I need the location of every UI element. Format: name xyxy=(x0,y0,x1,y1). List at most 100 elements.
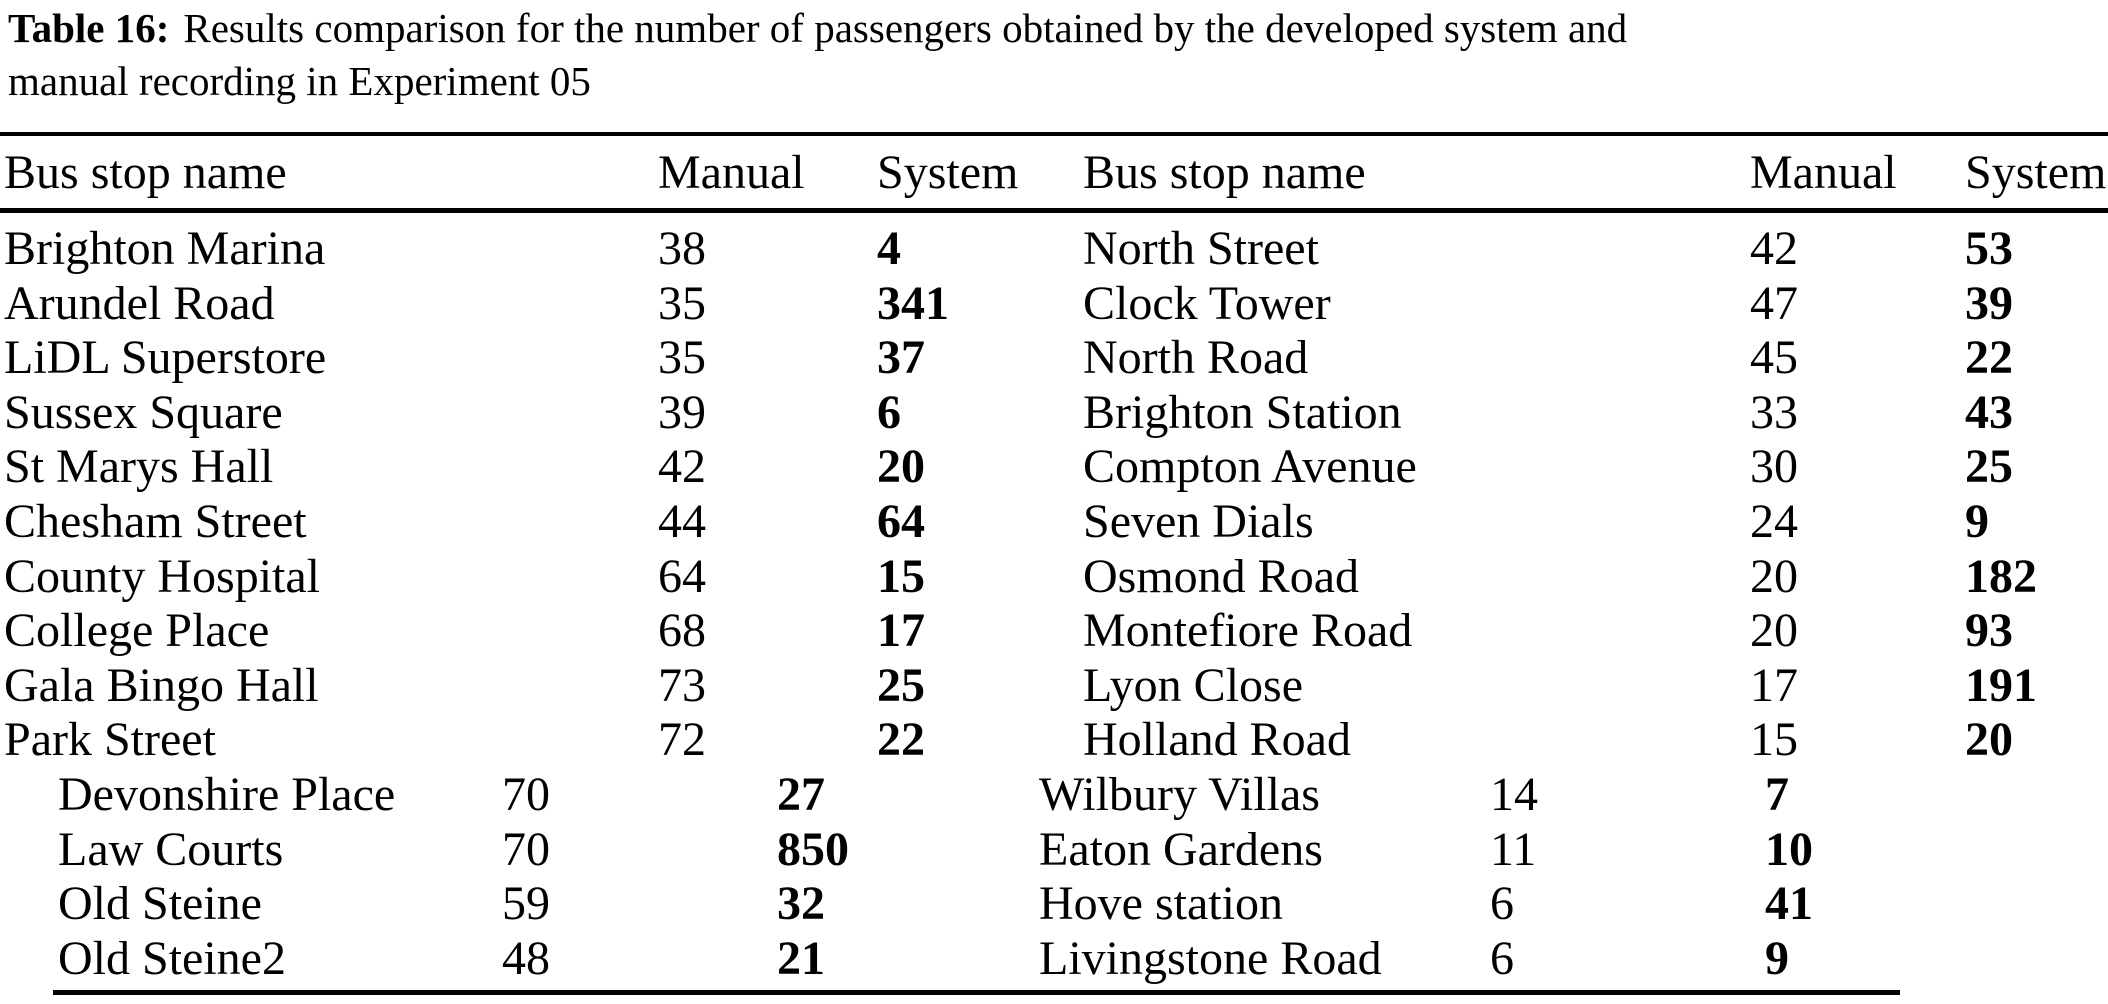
caption-line-2: manual recording in Experiment 05 xyxy=(8,58,591,104)
manual-value: 6 xyxy=(1490,931,1514,985)
header-bus-stop-name-right: Bus stop name xyxy=(1083,146,1366,199)
manual-value: 30 xyxy=(1750,440,1798,494)
table-row: Devonshire Place 70 27 Wilbury Villas 14… xyxy=(0,768,2108,823)
system-value: 27 xyxy=(777,767,825,821)
bus-stop-name: Holland Road xyxy=(1083,713,1351,767)
bus-stop-name: Clock Tower xyxy=(1083,276,1331,330)
manual-value: 59 xyxy=(502,877,550,931)
system-value: 43 xyxy=(1965,385,2013,439)
bus-stop-name: Hove station xyxy=(1039,877,1283,931)
manual-value: 48 xyxy=(502,931,550,985)
system-value: 32 xyxy=(777,877,825,931)
manual-value: 44 xyxy=(658,494,706,548)
bus-stop-name: Osmond Road xyxy=(1083,549,1359,603)
system-value: 53 xyxy=(1965,222,2013,275)
table-header-rule xyxy=(0,208,2108,213)
manual-value: 20 xyxy=(1750,549,1798,603)
manual-value: 17 xyxy=(1750,658,1798,712)
caption-text: Results comparison for the number of pas… xyxy=(183,5,1628,51)
system-value: 341 xyxy=(877,276,949,330)
table-row: Law Courts 70 850 Eaton Gardens 11 10 xyxy=(0,823,2108,878)
manual-value: 20 xyxy=(1750,604,1798,658)
system-value: 37 xyxy=(877,331,925,385)
system-value: 25 xyxy=(1965,440,2013,494)
bus-stop-name: Gala Bingo Hall xyxy=(4,658,319,712)
caption-label: Table 16: xyxy=(8,5,170,51)
manual-value: 14 xyxy=(1490,767,1538,821)
bus-stop-name: Brighton Station xyxy=(1083,385,1402,439)
system-value: 20 xyxy=(1965,713,2013,767)
system-value: 6 xyxy=(877,385,901,439)
bus-stop-name: St Marys Hall xyxy=(4,440,274,494)
table-row: Sussex Square 39 6 Brighton Station 33 4… xyxy=(0,386,2108,441)
manual-value: 70 xyxy=(502,767,550,821)
system-value: 93 xyxy=(1965,604,2013,658)
manual-value: 11 xyxy=(1490,822,1537,876)
header-bus-stop-name-left: Bus stop name xyxy=(4,146,287,199)
header-system-right: System xyxy=(1965,146,2107,199)
table-row: Gala Bingo Hall 73 25 Lyon Close 17 191 xyxy=(0,659,2108,714)
system-value: 41 xyxy=(1765,877,1813,931)
system-value: 25 xyxy=(877,658,925,712)
bus-stop-name: Park Street xyxy=(4,713,216,767)
bus-stop-name: Seven Dials xyxy=(1083,494,1314,548)
bus-stop-name: Sussex Square xyxy=(4,385,283,439)
table-row: Arundel Road 35 341 Clock Tower 47 39 xyxy=(0,277,2108,332)
system-value: 17 xyxy=(877,604,925,658)
manual-value: 35 xyxy=(658,331,706,385)
manual-value: 42 xyxy=(1750,222,1798,275)
bus-stop-name: North Street xyxy=(1083,222,1319,275)
manual-value: 64 xyxy=(658,549,706,603)
table-row: County Hospital 64 15 Osmond Road 20 182 xyxy=(0,550,2108,605)
table-row: Old Steine2 48 21 Livingstone Road 6 9 xyxy=(0,932,2108,987)
table-row: LiDL Superstore 35 37 North Road 45 22 xyxy=(0,331,2108,386)
system-value: 9 xyxy=(1765,931,1789,985)
bus-stop-name: County Hospital xyxy=(4,549,321,603)
system-value: 21 xyxy=(777,931,825,985)
bus-stop-name: Wilbury Villas xyxy=(1039,767,1320,821)
bus-stop-name: Arundel Road xyxy=(4,276,275,330)
system-value: 15 xyxy=(877,549,925,603)
system-value: 22 xyxy=(1965,331,2013,385)
system-value: 22 xyxy=(877,713,925,767)
bus-stop-name: Chesham Street xyxy=(4,494,307,548)
system-value: 850 xyxy=(777,822,849,876)
manual-value: 35 xyxy=(658,276,706,330)
manual-value: 72 xyxy=(658,713,706,767)
table-row: Old Steine 59 32 Hove station 6 41 xyxy=(0,877,2108,932)
manual-value: 42 xyxy=(658,440,706,494)
manual-value: 45 xyxy=(1750,331,1798,385)
bus-stop-name: Brighton Marina xyxy=(4,222,326,275)
bus-stop-name: LiDL Superstore xyxy=(4,331,327,385)
manual-value: 68 xyxy=(658,604,706,658)
table-row: College Place 68 17 Montefiore Road 20 9… xyxy=(0,604,2108,659)
table-bottom-rule xyxy=(53,990,1900,995)
bus-stop-name: Compton Avenue xyxy=(1083,440,1417,494)
table-row: Chesham Street 44 64 Seven Dials 24 9 xyxy=(0,495,2108,550)
table-top-rule xyxy=(0,132,2108,136)
bus-stop-name: Montefiore Road xyxy=(1083,604,1413,658)
manual-value: 73 xyxy=(658,658,706,712)
system-value: 191 xyxy=(1965,658,2037,712)
manual-value: 24 xyxy=(1750,494,1798,548)
system-value: 39 xyxy=(1965,276,2013,330)
bus-stop-name: North Road xyxy=(1083,331,1309,385)
header-manual-right: Manual xyxy=(1750,146,1897,199)
manual-value: 70 xyxy=(502,822,550,876)
system-value: 7 xyxy=(1765,767,1789,821)
bus-stop-name: Old Steine2 xyxy=(58,931,286,985)
manual-value: 38 xyxy=(658,222,706,275)
bus-stop-name: Livingstone Road xyxy=(1039,931,1382,985)
caption-line-1: Table 16: Results comparison for the numb… xyxy=(8,2,2100,55)
bus-stop-name: Law Courts xyxy=(58,822,284,876)
manual-value: 39 xyxy=(658,385,706,439)
table-row: Park Street 72 22 Holland Road 15 20 xyxy=(0,713,2108,768)
bus-stop-name: Lyon Close xyxy=(1083,658,1304,712)
system-value: 9 xyxy=(1965,494,1989,548)
bus-stop-name: Eaton Gardens xyxy=(1039,822,1323,876)
table-header-row: Bus stop name Manual System Bus stop nam… xyxy=(0,137,2108,208)
bus-stop-name: College Place xyxy=(4,604,270,658)
system-value: 4 xyxy=(877,222,901,275)
table-caption: Table 16: Results comparison for the numb… xyxy=(8,2,2100,108)
